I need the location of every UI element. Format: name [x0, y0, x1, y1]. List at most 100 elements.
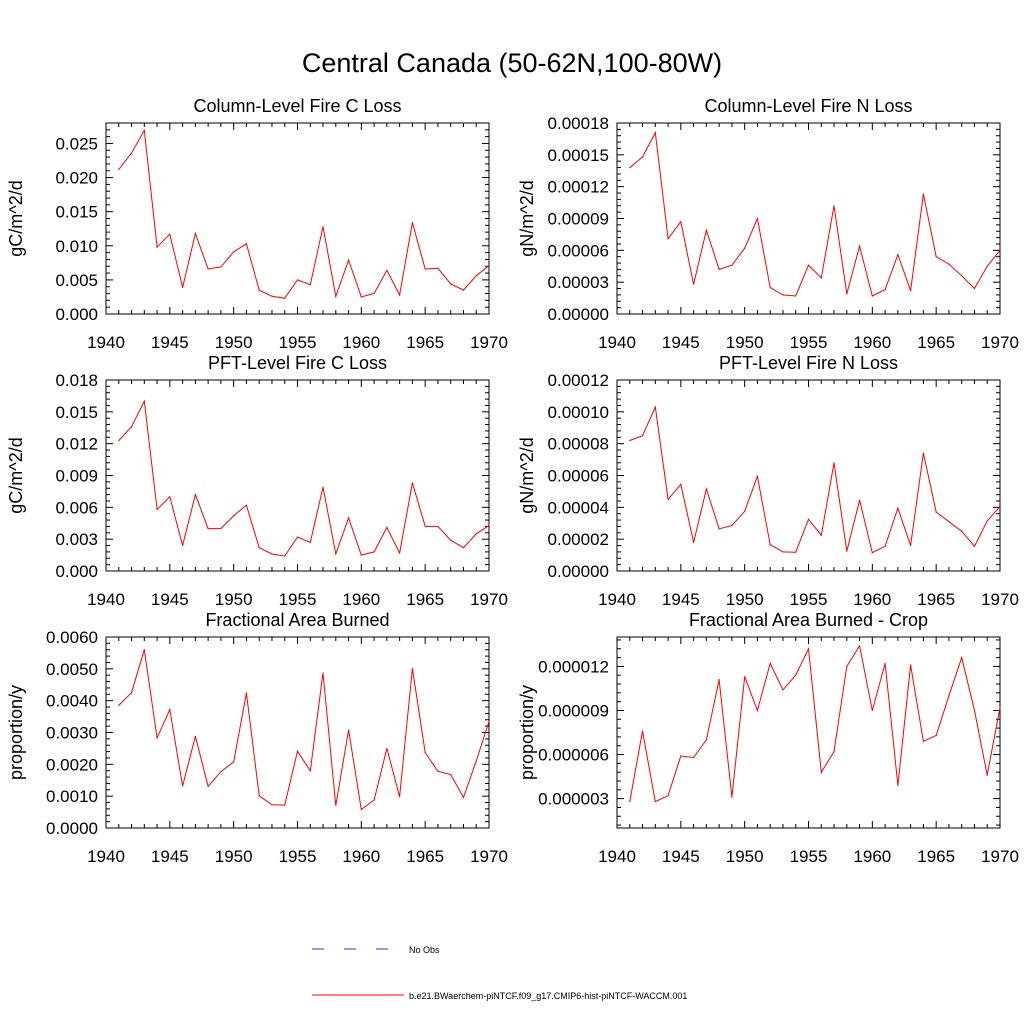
data-point: [296, 536, 299, 538]
y-tick-label: 0.00003: [548, 273, 609, 292]
data-point: [386, 526, 388, 529]
y-axis-label: proportion/y: [6, 685, 26, 780]
data-point: [871, 295, 873, 297]
x-tick-label: 1945: [662, 333, 700, 352]
data-point: [169, 708, 171, 711]
x-tick-label: 1940: [87, 333, 125, 352]
x-tick-label: 1940: [87, 847, 125, 866]
y-tick-label: 0.000: [55, 305, 98, 324]
data-point: [897, 507, 899, 509]
panel-title: Fractional Area Burned: [205, 610, 389, 630]
x-tick-label: 1970: [470, 333, 508, 352]
data-point: [233, 251, 235, 253]
data-point: [654, 800, 656, 803]
data-point: [680, 483, 682, 485]
data-point: [309, 284, 311, 286]
y-tick-label: 0.00006: [548, 241, 609, 260]
x-tick-label: 1970: [981, 847, 1019, 866]
data-point: [731, 525, 733, 527]
series-line: [118, 399, 490, 557]
data-point: [986, 774, 988, 776]
data-point: [680, 221, 682, 223]
data-point: [245, 692, 248, 694]
data-point: [731, 264, 733, 266]
data-point: [373, 799, 375, 801]
data-point: [654, 406, 656, 408]
data-point: [744, 247, 746, 249]
data-point: [296, 279, 299, 281]
data-point: [769, 544, 771, 546]
x-tick-label: 1955: [790, 590, 828, 609]
x-tick-label: 1965: [917, 590, 955, 609]
plot-frame: [105, 636, 490, 829]
data-point: [194, 735, 196, 737]
y-tick-label: 0.00004: [548, 498, 609, 517]
data-point: [169, 496, 171, 498]
y-tick-label: 0.0000: [46, 819, 98, 838]
x-tick-label: 1960: [853, 333, 891, 352]
data-point: [194, 494, 196, 496]
data-point: [488, 720, 490, 722]
data-point: [782, 689, 784, 691]
data-point: [450, 283, 452, 285]
data-point: [667, 498, 669, 500]
data-point: [207, 268, 209, 270]
data-point: [833, 205, 835, 207]
data-point: [488, 264, 490, 267]
data-point: [475, 275, 477, 277]
x-tick-label: 1945: [151, 590, 189, 609]
y-tick-label: 0.00000: [548, 305, 609, 324]
data-point: [347, 729, 350, 731]
panel-title: Fractional Area Burned - Crop: [689, 610, 928, 630]
x-tick-label: 1940: [598, 590, 636, 609]
panel-title: Column-Level Fire C Loss: [193, 96, 401, 116]
x-tick-label: 1970: [470, 590, 508, 609]
data-point: [897, 253, 899, 256]
data-point: [335, 553, 337, 555]
plot-frame: [616, 122, 1001, 315]
data-point: [910, 664, 912, 666]
data-point: [450, 773, 452, 776]
y-tick-label: 0.00012: [548, 371, 609, 390]
series-line: [629, 405, 1001, 554]
y-tick-label: 0.0010: [46, 787, 98, 806]
data-point: [756, 217, 759, 220]
data-point: [258, 289, 260, 291]
legend-label-run: b.e21.BWaerchem-piNTCF.f09_g17.CMIP6-his…: [409, 991, 687, 1001]
x-tick-label: 1940: [598, 333, 636, 352]
data-point: [143, 129, 145, 132]
data-point: [807, 264, 810, 266]
data-point: [871, 709, 873, 712]
data-point: [641, 435, 644, 437]
data-point: [782, 551, 784, 553]
x-tick-label: 1950: [215, 847, 253, 866]
x-tick-label: 1960: [342, 333, 380, 352]
x-tick-label: 1965: [406, 333, 444, 352]
data-point: [922, 452, 925, 454]
data-point: [347, 517, 350, 519]
y-tick-label: 0.000009: [538, 701, 609, 720]
data-point: [258, 795, 260, 797]
y-axis-label: gN/m^2/d: [517, 437, 537, 513]
data-point: [373, 292, 375, 295]
data-point: [718, 679, 720, 681]
data-point: [437, 770, 439, 772]
data-point: [284, 297, 286, 299]
data-point: [386, 269, 388, 271]
data-point: [258, 547, 260, 549]
data-point: [335, 295, 337, 297]
data-point: [858, 645, 861, 647]
y-tick-label: 0.003: [55, 530, 98, 549]
data-point: [296, 750, 299, 752]
data-point: [475, 533, 477, 535]
y-tick-label: 0.018: [55, 371, 98, 390]
data-point: [182, 286, 184, 288]
data-point: [462, 289, 465, 291]
data-point: [973, 545, 976, 547]
data-point: [233, 761, 235, 763]
data-point: [961, 275, 963, 277]
data-point: [347, 259, 350, 261]
data-point: [948, 263, 950, 265]
x-tick-label: 1955: [279, 590, 317, 609]
data-point: [718, 528, 720, 530]
